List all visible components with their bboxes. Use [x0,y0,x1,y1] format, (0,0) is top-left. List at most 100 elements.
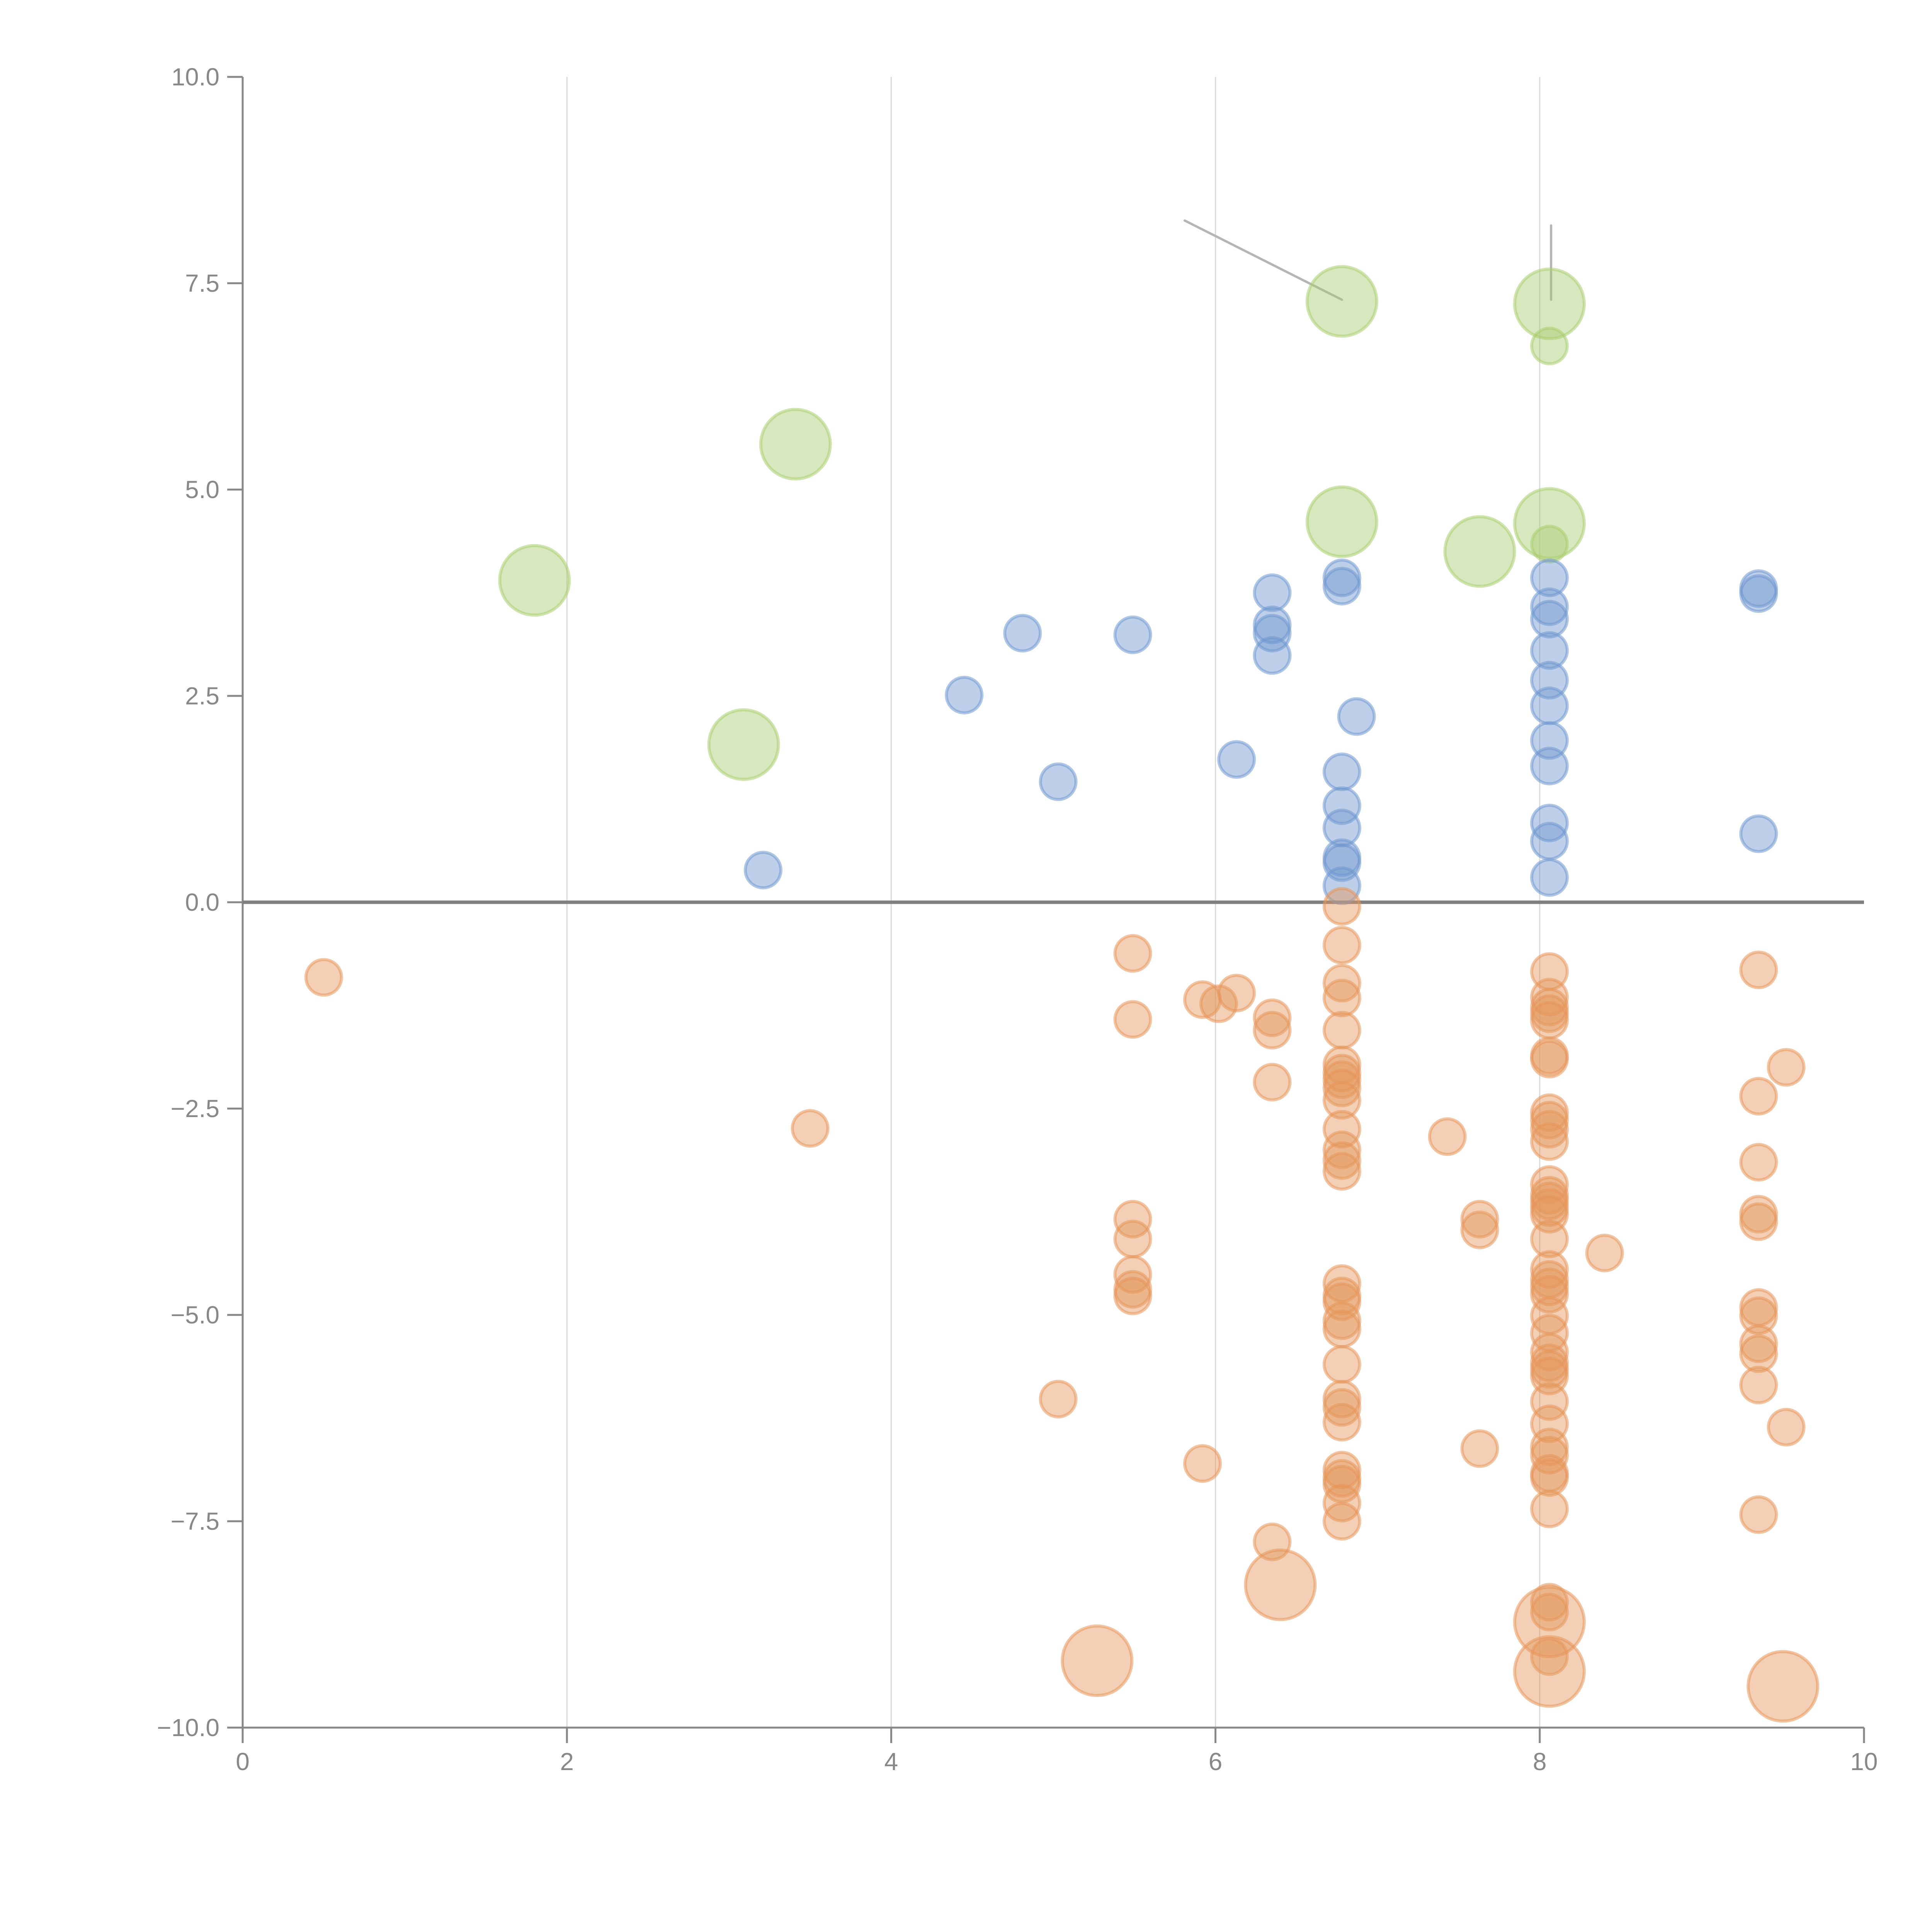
data-point-orange [1322,1403,1361,1442]
data-point-orange [1530,1489,1569,1528]
data-point-blue [1337,697,1376,736]
data-point-orange [1113,1200,1152,1239]
x-tick-label: 0 [236,1748,250,1776]
data-point-green [1530,524,1569,563]
data-point-orange [1322,887,1361,926]
data-point-blue [743,850,782,889]
data-point-orange [1322,1310,1361,1349]
data-point-orange [1253,1063,1292,1102]
x-tick-label: 4 [884,1748,898,1776]
data-point-green [707,708,780,781]
data-point-orange [1253,1011,1292,1050]
data-point-green [759,408,832,481]
data-point-blue [1253,614,1292,653]
data-point-orange [1322,1345,1361,1384]
data-point-orange [1530,1583,1569,1622]
data-point-orange [1322,1081,1361,1120]
data-point-orange [1322,1502,1361,1541]
data-point-blue [1530,858,1569,897]
x-tick-label: 6 [1209,1748,1223,1776]
data-point-blue [1217,740,1256,779]
data-point-orange [1513,1585,1586,1658]
data-point-blue [1530,558,1569,597]
data-point-orange [1530,1275,1569,1314]
data-point-blue [1530,747,1569,786]
data-point-orange [1322,964,1361,1003]
data-point-orange [1530,1122,1569,1161]
data-point-orange [1322,1152,1361,1191]
data-point-blue [1039,762,1078,801]
y-tick-label: 10.0 [171,63,219,91]
data-point-orange [1322,1068,1361,1107]
data-point-orange [1530,1382,1569,1421]
data-point-orange [1739,1296,1778,1335]
data-point-orange [1322,1110,1361,1149]
data-point-blue [1253,636,1292,675]
data-point-blue [1530,587,1569,626]
tick-labels: 0 2 4 6 8 10 10.0 7.5 5.0 2.5 0.0 −2.5 −5.0 −7.5 −10.0 [157,63,1878,1776]
data-point-blue [1739,574,1778,613]
x-tick-label: 10 [1850,1748,1878,1776]
data-point-orange [1460,1429,1499,1468]
data-point-orange [1061,1624,1134,1697]
data-point-orange [1460,1210,1499,1249]
data-point-green [1305,485,1378,558]
data-point-orange [1183,1444,1222,1483]
y-tick-label: 2.5 [185,682,219,710]
data-point-orange [1253,998,1292,1037]
data-point-orange [1113,1219,1152,1259]
data-point-orange [1747,1650,1820,1723]
annotations [1183,219,1553,301]
data-point-orange [1739,1366,1778,1405]
data-point-orange [1428,1117,1467,1156]
data-point-orange [1739,1324,1778,1363]
data-point-orange [1530,1100,1569,1139]
data-point-green [1443,515,1516,588]
data-point-orange [1530,1458,1569,1497]
data-point-orange [1039,1379,1078,1418]
data-point-orange [1322,1141,1361,1180]
data-point-orange [304,958,343,997]
data-point-green [1530,327,1569,366]
data-point-orange [1322,1130,1361,1169]
data-point-blue [945,675,984,714]
data-point-orange [1322,978,1361,1017]
data-point-orange [1585,1233,1624,1272]
data-point-orange [1530,1592,1569,1631]
data-point-blue [1322,866,1361,905]
data-point-orange [1530,1110,1569,1149]
data-point-orange [1739,1334,1778,1373]
x-tick-label: 2 [560,1748,574,1776]
x-tick-label: 8 [1533,1748,1547,1776]
axes [227,76,1865,1743]
data-point-blue [1253,573,1292,612]
data-point-green [498,544,571,617]
y-tick-label: 0.0 [185,888,219,916]
data-point-orange [1113,1255,1152,1294]
data-point-orange [1739,1143,1778,1182]
data-point-orange [1322,926,1361,965]
data-point-blue [1003,614,1042,653]
data-point-orange [1460,1200,1499,1239]
data-point-blue [1322,752,1361,791]
y-tick-label: −5.0 [171,1301,219,1329]
data-point-blue [1530,821,1569,861]
data-point-green [1513,267,1586,340]
y-tick-label: −2.5 [171,1095,219,1122]
data-point-orange [1322,1011,1361,1050]
data-point-orange [791,1109,830,1148]
annotation-leader-line [1183,219,1343,301]
data-point-blue [1322,566,1361,605]
y-tick-label: 7.5 [185,269,219,297]
data-point-blue [1530,600,1569,639]
data-point-orange [1530,1001,1569,1040]
data-point-orange [1530,1039,1569,1078]
data-point-orange [1113,934,1152,973]
data-point-orange [1739,1495,1778,1534]
data-point-blue [1739,814,1778,853]
data-point-orange [1739,1202,1778,1241]
data-point-orange [1113,1276,1152,1315]
data-point-orange [1513,1635,1586,1708]
data-point-blue [1530,686,1569,725]
